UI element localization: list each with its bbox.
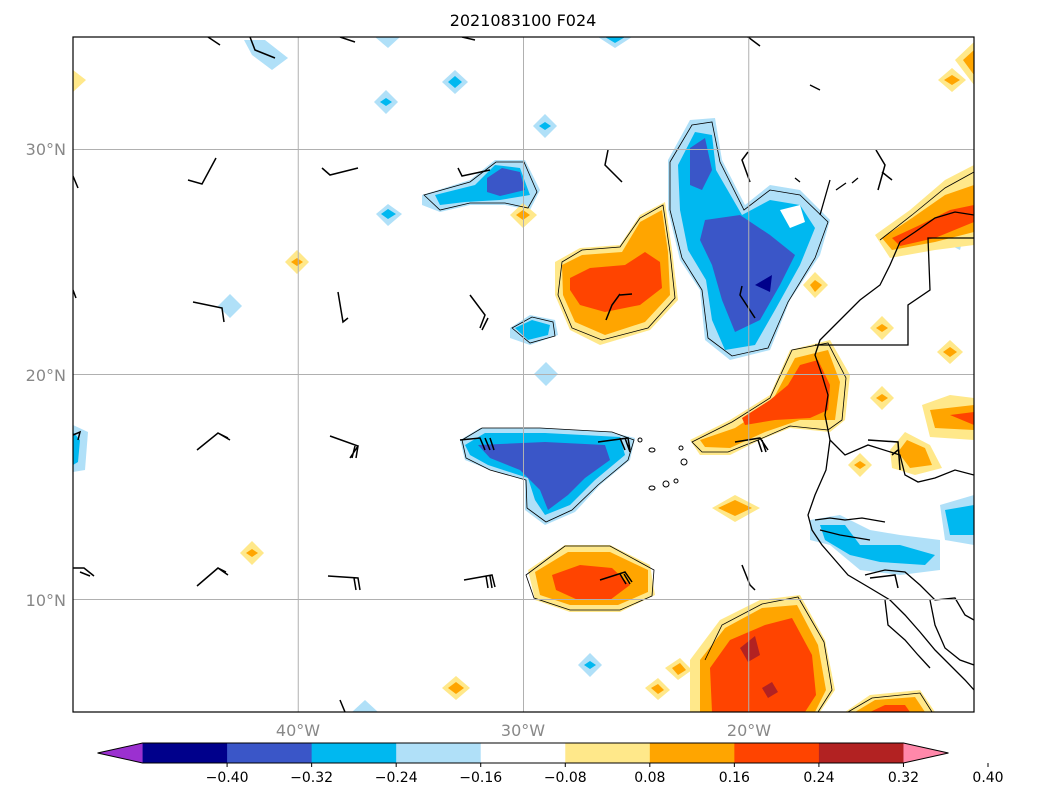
wind-barbs xyxy=(73,37,901,712)
colorbar-segment xyxy=(142,743,228,763)
colorbar-segment xyxy=(734,743,820,763)
graticule xyxy=(73,37,974,712)
colorbar-tick-label: 0.16 xyxy=(719,770,750,786)
cape-verde-islands xyxy=(637,437,688,491)
colorbar-extend-low xyxy=(97,743,143,763)
plot-frame xyxy=(72,36,975,713)
colorbar-tick-label: −0.08 xyxy=(544,770,587,786)
negative-patch-west-africa xyxy=(73,315,974,575)
colorbar-tick-label: −0.32 xyxy=(290,770,333,786)
colorbar-tick-label: 0.24 xyxy=(803,770,834,786)
negative-patch-central xyxy=(460,428,635,525)
negative-patch-canary xyxy=(422,160,540,212)
colorbar-segment xyxy=(227,743,313,763)
positive-patch-north xyxy=(555,202,678,345)
colorbar-segment xyxy=(649,743,735,763)
lat-label-30n: 30°N xyxy=(26,140,66,159)
colorbar-tick-label: −0.24 xyxy=(375,770,418,786)
positive-spots xyxy=(73,68,966,700)
lat-label-10n: 10°N xyxy=(26,591,66,610)
positive-patch-east xyxy=(875,42,974,475)
lat-label-20n: 20°N xyxy=(26,366,66,385)
colorbar-segment xyxy=(818,743,904,763)
positive-patch-guinea xyxy=(690,595,935,712)
colorbar-tick-label: 0.08 xyxy=(634,770,665,786)
lon-label-20w: 20°W xyxy=(727,721,771,740)
colorbar-segment xyxy=(565,743,651,763)
colorbar-tick-label: −0.40 xyxy=(206,770,249,786)
colorbar-tick-label: 0.40 xyxy=(972,770,1003,786)
colorbar-extend-high xyxy=(903,743,949,763)
colorbar: −0.40 −0.32 −0.24 −0.16 −0.08 0.08 0.16 0.24 0.3… xyxy=(97,742,1004,786)
lon-label-40w: 40°W xyxy=(276,721,320,740)
colorbar-segment xyxy=(311,743,397,763)
map-title: 2021083100 F024 xyxy=(450,11,597,30)
colorbar-segment xyxy=(480,743,566,763)
colorbar-segment xyxy=(396,743,482,763)
contour-lines xyxy=(423,121,974,712)
lon-label-30w: 30°W xyxy=(501,721,545,740)
colorbar-tick-label: −0.16 xyxy=(459,770,502,786)
positive-patch-south-atlantic xyxy=(528,545,655,612)
colorbar-tick-label: 0.32 xyxy=(888,770,919,786)
field-layer xyxy=(73,37,974,712)
coastlines xyxy=(794,84,974,691)
